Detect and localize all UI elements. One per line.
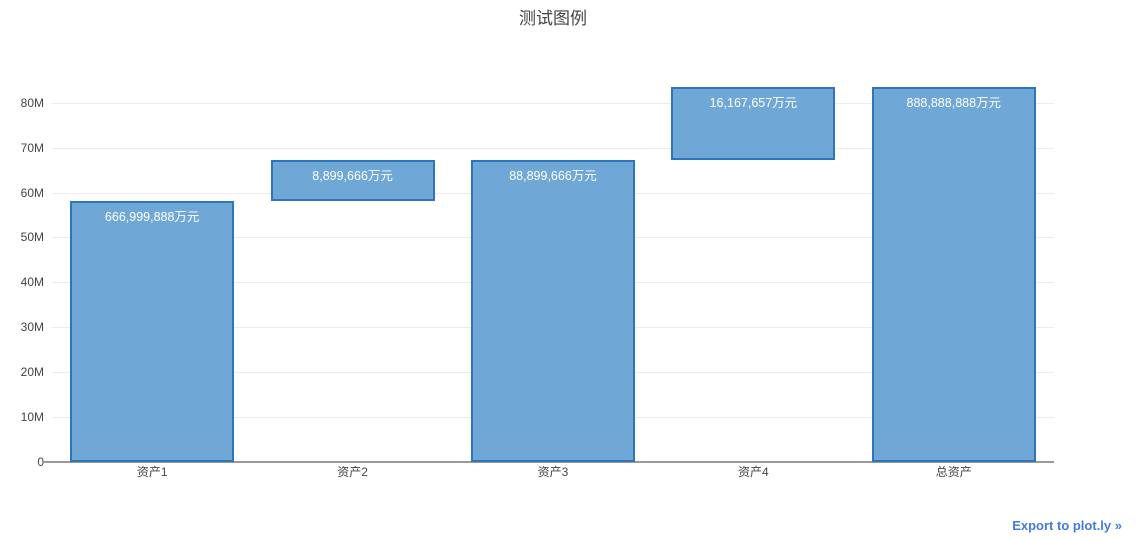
bar-value-label: 88,899,666万元	[509, 169, 597, 184]
x-tick-label: 总资产	[935, 465, 972, 479]
chart-title: 测试图例	[519, 9, 587, 28]
x-axis-line	[42, 461, 1054, 463]
bar-value-label: 666,999,888万元	[104, 209, 200, 224]
y-tick-label: 10M	[20, 410, 44, 425]
y-tick-label: 20M	[20, 365, 44, 380]
x-tick-label: 资产4	[738, 465, 769, 479]
bar-资产1[interactable]: 666,999,888万元	[70, 200, 235, 462]
y-gridline	[52, 147, 1054, 149]
y-tick-label: 50M	[20, 230, 44, 245]
y-gridline	[52, 102, 1054, 104]
x-tick-label: 资产2	[337, 465, 368, 479]
bar-value-label: 16,167,657万元	[709, 96, 798, 111]
bar-value-label: 888,888,888万元	[906, 96, 1002, 111]
bar-资产2[interactable]: 8,899,666万元	[270, 160, 435, 201]
bar-资产4[interactable]: 16,167,657万元	[671, 87, 836, 161]
bar-资产3[interactable]: 88,899,666万元	[471, 160, 635, 462]
y-tick-label: 0	[37, 455, 44, 469]
y-tick-label: 70M	[20, 140, 44, 155]
bar-总资产[interactable]: 888,888,888万元	[871, 87, 1036, 462]
x-tick-label: 资产3	[537, 465, 569, 479]
y-tick-label: 40M	[20, 275, 44, 290]
y-tick-label: 60M	[20, 185, 44, 200]
bar-value-label: 8,899,666万元	[312, 169, 393, 184]
x-tick-label: 资产1	[136, 465, 168, 479]
y-tick-label: 80M	[20, 95, 44, 110]
y-tick-label: 30M	[20, 320, 44, 335]
export-to-plotly-link[interactable]: Export to plot.ly »	[1012, 518, 1122, 533]
